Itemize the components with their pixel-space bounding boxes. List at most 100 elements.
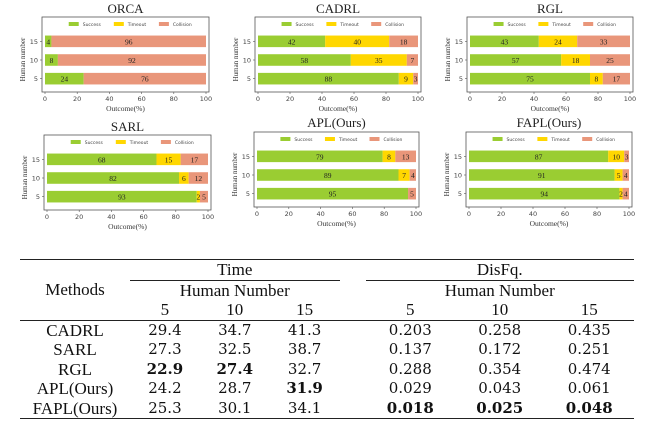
y-tick-label-15: 15 <box>242 153 250 161</box>
bar-label-timeout-5: 8 <box>595 75 599 84</box>
bar-label-timeout-10: 35 <box>375 56 383 65</box>
bar-label-timeout-10: 7 <box>402 171 406 180</box>
bar-label-collision-10: 92 <box>128 56 136 65</box>
legend-swatch-timeout <box>326 22 337 26</box>
y-tick-label-15: 15 <box>454 153 462 161</box>
legend-swatch-timeout <box>115 140 126 144</box>
bar-success-15 <box>257 150 383 163</box>
bar-label-collision-15: 3 <box>625 152 629 161</box>
bar-label-collision-10: 12 <box>195 174 203 183</box>
x-tick-label-60: 60 <box>139 213 147 221</box>
method-cell: CADRL <box>46 320 104 340</box>
time-cell: 25.3 <box>148 398 182 417</box>
bar-label-timeout-15: 10 <box>612 152 620 161</box>
x-tick-label-100: 100 <box>200 95 212 103</box>
spacer-cell <box>340 379 366 399</box>
legend-label-collision: Collision <box>385 22 404 28</box>
bar-label-success-5: 88 <box>325 75 333 84</box>
x-tick-label-100: 100 <box>412 95 424 103</box>
bar-success-5 <box>258 72 399 85</box>
bar-label-timeout-15: 24 <box>554 37 562 46</box>
method-cell: RGL <box>58 359 92 379</box>
table-row: CADRL 29.4 34.7 41.3 0.203 0.258 0.435 <box>20 320 634 340</box>
legend-label-collision: Collision <box>596 137 615 143</box>
disfq-cell: 0.137 <box>388 340 432 358</box>
time-cell: 27.4 <box>216 359 254 378</box>
legend-label-timeout: Timeout <box>339 22 359 28</box>
method-cell: FAPL(Ours) <box>32 398 118 418</box>
bar-label-collision-5: 5 <box>202 193 206 202</box>
x-axis-label: Outcome(%) <box>319 104 358 113</box>
bar-timeout-10 <box>614 169 623 181</box>
x-tick-label-80: 80 <box>380 210 388 218</box>
bar-success-5 <box>469 187 620 200</box>
legend-swatch-collision <box>583 22 594 26</box>
bar-timeout-5 <box>590 72 603 85</box>
time-cell: 38.7 <box>287 340 322 358</box>
bar-success-5 <box>257 187 409 200</box>
legend-label-timeout: Timeout <box>550 137 570 143</box>
disfq-col-5: 5 <box>406 300 415 319</box>
disfq-cell: 0.061 <box>567 379 611 397</box>
disfq-subheader: Human Number <box>365 279 634 300</box>
bar-timeout-15 <box>325 35 390 48</box>
bar-label-timeout-15: 8 <box>387 152 391 161</box>
bar-timeout-10 <box>561 54 590 66</box>
bar-label-collision-10: 4 <box>411 171 415 180</box>
y-tick-label-5: 5 <box>459 75 463 83</box>
bar-label-timeout-10: 18 <box>572 56 580 65</box>
bar-label-collision-5: 4 <box>624 190 628 199</box>
legend-label-timeout: Timeout <box>338 137 358 143</box>
y-tick-label-15: 15 <box>455 38 463 46</box>
disfq-cell: 0.048 <box>565 398 613 417</box>
bar-timeout-5 <box>619 187 623 200</box>
legend-label-collision: Collision <box>384 137 403 143</box>
disfq-cell: 0.018 <box>386 398 434 417</box>
time-subheader: Human Number <box>130 279 340 300</box>
time-cell: 29.4 <box>148 320 182 339</box>
bar-label-collision-15: 13 <box>402 152 410 161</box>
x-tick-label-0: 0 <box>467 210 471 218</box>
x-tick-label-100: 100 <box>202 213 214 221</box>
x-tick-label-0: 0 <box>256 95 260 103</box>
legend-swatch-success <box>70 140 81 144</box>
bar-label-success-5: 93 <box>118 193 126 202</box>
table-row: APL(Ours) 24.2 28.7 31.9 0.029 0.043 0.061 <box>20 379 634 399</box>
bar-label-success-10: 91 <box>538 171 546 180</box>
time-col-10: 10 <box>226 300 244 319</box>
x-tick-label-0: 0 <box>45 213 49 221</box>
bar-success-15 <box>47 153 157 166</box>
x-tick-label-100: 100 <box>624 95 636 103</box>
time-col-15: 15 <box>296 300 314 319</box>
chart-panel-rgl: RGL Success Timeout Collision 75 8 17 5 57 18 25 10… <box>444 1 636 113</box>
legend-label-success: Success <box>294 137 313 143</box>
bar-label-success-10: 89 <box>324 171 332 180</box>
time-cell: 30.1 <box>218 398 252 417</box>
bar-success-10 <box>258 54 351 66</box>
x-axis-label: Outcome(%) <box>106 104 145 113</box>
results-table: Methods Time DisFq. Human Number Human N… <box>20 259 634 419</box>
x-tick-label-80: 80 <box>594 95 602 103</box>
bar-label-timeout-5: 9 <box>404 75 408 84</box>
y-tick-label-10: 10 <box>32 175 40 183</box>
x-tick-label-20: 20 <box>498 95 506 103</box>
x-axis-label: Outcome(%) <box>531 104 570 113</box>
bar-label-collision-10: 25 <box>606 56 614 65</box>
bar-label-success-15: 43 <box>501 37 509 46</box>
legend-swatch-timeout <box>538 22 549 26</box>
time-cell: 24.2 <box>148 379 182 397</box>
time-cell: 34.7 <box>218 320 252 339</box>
x-tick-label-40: 40 <box>318 95 326 103</box>
bar-timeout-10 <box>398 169 410 181</box>
bar-label-timeout-15: 15 <box>165 155 173 164</box>
bar-label-collision-15: 17 <box>191 155 199 164</box>
table-row: SARL 27.3 32.5 38.7 0.137 0.172 0.251 <box>20 340 634 360</box>
bar-timeout-10 <box>179 172 189 184</box>
bar-label-success-5: 24 <box>61 75 69 84</box>
time-cell: 31.9 <box>286 379 323 397</box>
bar-timeout-15 <box>156 153 181 166</box>
legend-label-collision: Collision <box>175 140 194 146</box>
table-row: RGL 22.9 27.4 32.7 0.288 0.354 0.474 <box>20 360 634 380</box>
bar-collision-5 <box>83 72 206 85</box>
